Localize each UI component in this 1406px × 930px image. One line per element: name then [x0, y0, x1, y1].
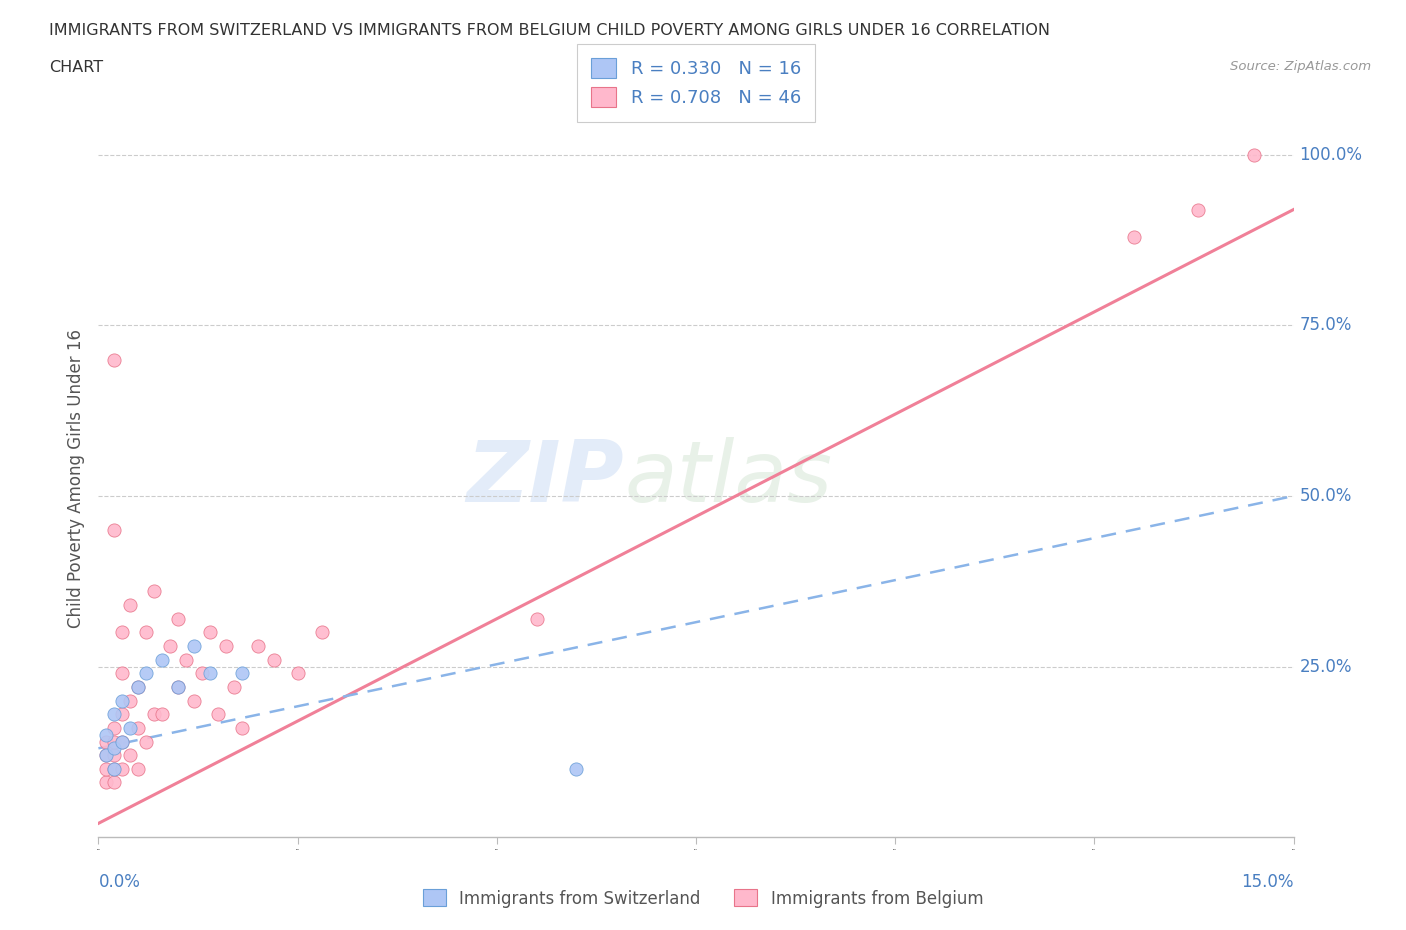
- Text: ZIP: ZIP: [467, 437, 624, 521]
- Text: CHART: CHART: [49, 60, 103, 75]
- Point: [231, 666, 253, 681]
- Point: [143, 584, 166, 599]
- Point: [246, 639, 269, 654]
- Text: atlas: atlas: [624, 437, 832, 521]
- Point: [120, 693, 142, 708]
- Point: [1187, 202, 1209, 217]
- Point: [127, 762, 149, 777]
- Point: [231, 721, 253, 736]
- Point: [311, 625, 333, 640]
- Point: [120, 748, 142, 763]
- Point: [159, 639, 181, 654]
- Point: [287, 666, 309, 681]
- Point: [103, 741, 125, 756]
- Text: 50.0%: 50.0%: [1299, 487, 1353, 505]
- Point: [1123, 230, 1146, 245]
- Point: [96, 775, 118, 790]
- Point: [135, 666, 157, 681]
- Point: [1243, 148, 1265, 163]
- Point: [103, 762, 125, 777]
- Text: 75.0%: 75.0%: [1299, 316, 1353, 335]
- Point: [263, 652, 285, 667]
- Point: [111, 762, 134, 777]
- Point: [167, 680, 190, 695]
- Point: [120, 721, 142, 736]
- Point: [215, 639, 238, 654]
- Point: [103, 762, 125, 777]
- Text: 0.0%: 0.0%: [98, 872, 141, 891]
- Point: [526, 611, 548, 626]
- Point: [96, 734, 118, 749]
- Point: [127, 680, 149, 695]
- Point: [111, 625, 134, 640]
- Point: [207, 707, 229, 722]
- Point: [111, 707, 134, 722]
- Point: [135, 625, 157, 640]
- Point: [167, 680, 190, 695]
- Point: [127, 680, 149, 695]
- Point: [103, 352, 125, 367]
- Text: 100.0%: 100.0%: [1299, 146, 1362, 164]
- Point: [120, 598, 142, 613]
- Text: IMMIGRANTS FROM SWITZERLAND VS IMMIGRANTS FROM BELGIUM CHILD POVERTY AMONG GIRLS: IMMIGRANTS FROM SWITZERLAND VS IMMIGRANT…: [49, 23, 1050, 38]
- Point: [111, 693, 134, 708]
- Point: [565, 762, 588, 777]
- Point: [150, 707, 173, 722]
- Point: [183, 639, 205, 654]
- Point: [96, 748, 118, 763]
- Point: [111, 734, 134, 749]
- Point: [111, 734, 134, 749]
- Point: [103, 523, 125, 538]
- Point: [103, 734, 125, 749]
- Point: [96, 762, 118, 777]
- Point: [183, 693, 205, 708]
- Point: [111, 666, 134, 681]
- Point: [127, 721, 149, 736]
- Point: [96, 748, 118, 763]
- Legend: Immigrants from Switzerland, Immigrants from Belgium: Immigrants from Switzerland, Immigrants …: [416, 883, 990, 914]
- Point: [150, 652, 173, 667]
- Legend: R = 0.330   N = 16, R = 0.708   N = 46: R = 0.330 N = 16, R = 0.708 N = 46: [576, 44, 815, 122]
- Point: [103, 748, 125, 763]
- Point: [96, 727, 118, 742]
- Point: [143, 707, 166, 722]
- Point: [198, 666, 221, 681]
- Point: [191, 666, 214, 681]
- Point: [103, 775, 125, 790]
- Point: [222, 680, 245, 695]
- Text: 15.0%: 15.0%: [1241, 872, 1294, 891]
- Text: Source: ZipAtlas.com: Source: ZipAtlas.com: [1230, 60, 1371, 73]
- Point: [167, 611, 190, 626]
- Point: [174, 652, 197, 667]
- Point: [198, 625, 221, 640]
- Y-axis label: Child Poverty Among Girls Under 16: Child Poverty Among Girls Under 16: [66, 329, 84, 629]
- Point: [103, 721, 125, 736]
- Point: [103, 707, 125, 722]
- Text: 25.0%: 25.0%: [1299, 658, 1353, 675]
- Point: [135, 734, 157, 749]
